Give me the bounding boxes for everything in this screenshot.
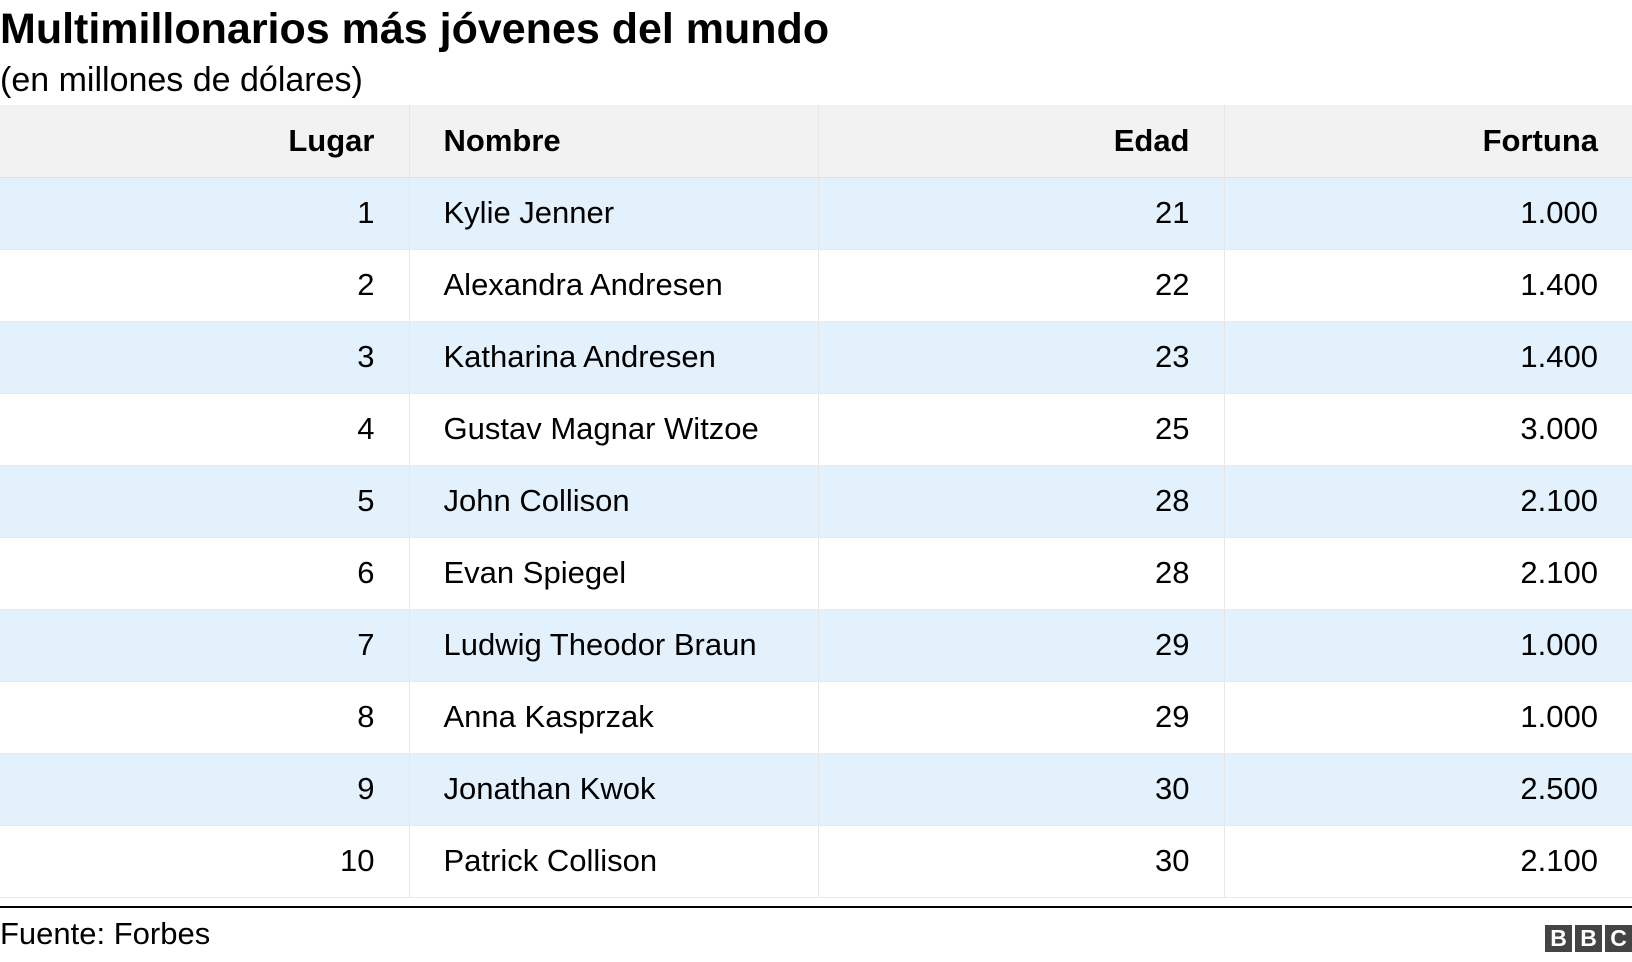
cell-rank: 3 (0, 321, 409, 394)
table-row: 7 Ludwig Theodor Braun 29 1.000 (0, 609, 1632, 682)
cell-rank: 9 (0, 753, 409, 826)
table-row: 9 Jonathan Kwok 30 2.500 (0, 753, 1632, 826)
cell-age: 29 (817, 681, 1224, 754)
cell-name: Katharina Andresen (408, 321, 818, 394)
cell-age: 30 (817, 753, 1224, 826)
table-row: 4 Gustav Magnar Witzoe 25 3.000 (0, 393, 1632, 466)
cell-age: 25 (817, 393, 1224, 466)
cell-name: Patrick Collison (408, 825, 818, 898)
billionaires-table: Lugar Nombre Edad Fortuna 1 Kylie Jenner 2… (0, 105, 1632, 898)
cell-rank: 1 (0, 177, 409, 250)
cell-fortune: 1.400 (1223, 321, 1632, 394)
cell-name: John Collison (408, 465, 818, 538)
table-row: 2 Alexandra Andresen 22 1.400 (0, 249, 1632, 322)
bbc-logo-icon: B B C (1545, 925, 1632, 952)
cell-rank: 6 (0, 537, 409, 610)
cell-fortune: 1.000 (1223, 681, 1632, 754)
cell-age: 28 (817, 537, 1224, 610)
cell-age: 29 (817, 609, 1224, 682)
cell-fortune: 2.100 (1223, 537, 1632, 610)
cell-age: 28 (817, 465, 1224, 538)
source-note: Fuente: Forbes (0, 916, 211, 951)
cell-age: 30 (817, 825, 1224, 898)
logo-letter: B (1545, 925, 1572, 952)
cell-fortune: 2.500 (1223, 753, 1632, 826)
cell-fortune: 1.000 (1223, 177, 1632, 250)
cell-rank: 8 (0, 681, 409, 754)
cell-age: 21 (817, 177, 1224, 250)
logo-letter: B (1575, 925, 1602, 952)
cell-rank: 7 (0, 609, 409, 682)
footer-divider (0, 906, 1632, 908)
table-row: 1 Kylie Jenner 21 1.000 (0, 177, 1632, 250)
cell-rank: 10 (0, 825, 409, 898)
cell-rank: 2 (0, 249, 409, 322)
table-row: 5 John Collison 28 2.100 (0, 465, 1632, 538)
cell-name: Gustav Magnar Witzoe (408, 393, 818, 466)
column-header-name: Nombre (408, 105, 818, 178)
column-header-rank: Lugar (0, 105, 409, 178)
cell-rank: 5 (0, 465, 409, 538)
cell-fortune: 1.000 (1223, 609, 1632, 682)
table-header-row: Lugar Nombre Edad Fortuna (0, 105, 1632, 178)
column-header-fortune: Fortuna (1223, 105, 1632, 178)
cell-fortune: 1.400 (1223, 249, 1632, 322)
chart-subtitle: (en millones de dólares) (0, 61, 363, 99)
column-header-age: Edad (817, 105, 1224, 178)
cell-name: Alexandra Andresen (408, 249, 818, 322)
cell-fortune: 3.000 (1223, 393, 1632, 466)
cell-fortune: 2.100 (1223, 465, 1632, 538)
table-row: 8 Anna Kasprzak 29 1.000 (0, 681, 1632, 754)
table-row: 6 Evan Spiegel 28 2.100 (0, 537, 1632, 610)
cell-name: Jonathan Kwok (408, 753, 818, 826)
chart-title: Multimillonarios más jóvenes del mundo (0, 5, 830, 53)
cell-name: Evan Spiegel (408, 537, 818, 610)
cell-fortune: 2.100 (1223, 825, 1632, 898)
cell-age: 23 (817, 321, 1224, 394)
cell-rank: 4 (0, 393, 409, 466)
table-row: 10 Patrick Collison 30 2.100 (0, 825, 1632, 898)
cell-name: Anna Kasprzak (408, 681, 818, 754)
cell-name: Kylie Jenner (408, 177, 818, 250)
cell-name: Ludwig Theodor Braun (408, 609, 818, 682)
table-row: 3 Katharina Andresen 23 1.400 (0, 321, 1632, 394)
table-body: 1 Kylie Jenner 21 1.000 2 Alexandra Andresen 2… (0, 177, 1632, 898)
cell-age: 22 (817, 249, 1224, 322)
logo-letter: C (1605, 925, 1632, 952)
